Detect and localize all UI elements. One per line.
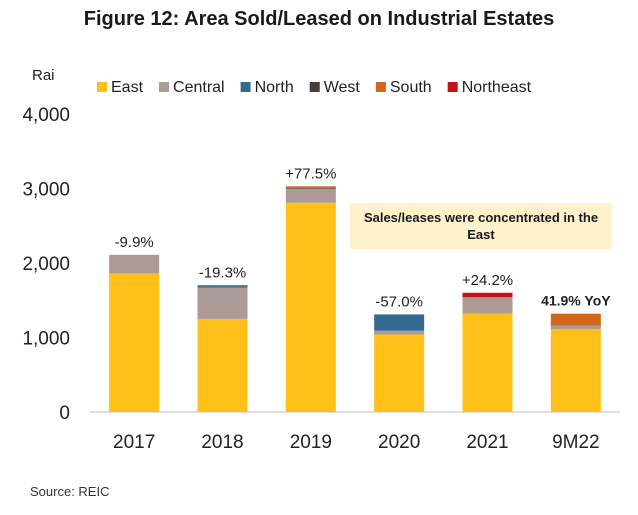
growth-label-2020: -57.0% (375, 293, 423, 310)
bar-segment-south-9m22 (550, 313, 601, 326)
x-tick-label: 2018 (201, 432, 243, 453)
bar-segment-central-2020 (374, 330, 425, 335)
legend-swatch-west (309, 82, 320, 92)
bar-segment-central-2019 (285, 188, 336, 203)
x-tick-label: 2020 (378, 432, 420, 453)
legend-swatch-northeast (447, 82, 458, 92)
annotations: -9.9% -19.3% +77.5% -57.0% +24.2% 41.9% YoY (115, 165, 612, 310)
bar-segment-central-2017 (109, 254, 160, 274)
y-tick-label: 0 (59, 403, 70, 424)
x-tick-label: 2019 (290, 432, 332, 453)
legend-label-northeast: Northeast (462, 79, 532, 96)
legend: East Central North West South Northeast (97, 79, 532, 96)
legend-label-central: Central (173, 79, 225, 96)
y-tick-label: 3,000 (22, 180, 70, 201)
bar-segment-central-2018 (197, 287, 248, 319)
legend-label-east: East (111, 79, 144, 96)
legend-swatch-central (159, 82, 170, 92)
bar-segment-east-2019 (285, 202, 336, 412)
legend-swatch-north (240, 82, 251, 92)
x-tick-label: 9M22 (552, 432, 600, 453)
bar-segment-south-2019 (285, 186, 336, 188)
legend-label-west: West (324, 79, 361, 96)
x-tick-label: 2021 (466, 432, 508, 453)
legend-swatch-east (97, 82, 107, 92)
growth-label-2018: -19.3% (199, 264, 247, 281)
legend-label-south: South (390, 79, 432, 96)
bar-segment-east-9m22 (550, 329, 601, 412)
legend-swatch-south (375, 82, 386, 92)
bar-segment-north-2018 (197, 286, 248, 288)
bar-segment-east-2020 (374, 334, 425, 412)
callout-box: Sales/leases were concentrated in the Ea… (350, 203, 612, 249)
y-tick-label: 1,000 (22, 329, 70, 350)
bar-segment-northeast-2021 (462, 292, 513, 298)
bar-segment-east-2017 (109, 273, 160, 412)
source-note: Source: REIC (30, 484, 110, 499)
x-tick-label: 2017 (113, 432, 155, 453)
y-axis: Rai 0 1,000 2,000 3,000 4,000 (22, 67, 70, 424)
x-axis: 2017 2018 2019 2020 2021 9M22 (90, 411, 620, 453)
legend-label-north: North (255, 79, 294, 96)
y-tick-label: 2,000 (22, 254, 70, 275)
bar-segment-north-2020 (374, 314, 425, 331)
bar-segment-east-2021 (462, 313, 513, 412)
growth-label-2019: +77.5% (285, 165, 336, 182)
y-axis-label: Rai (32, 67, 55, 84)
growth-label-2017: -9.9% (115, 234, 154, 251)
bar-segment-west-2018 (197, 285, 248, 287)
bar-segment-central-2021 (462, 297, 513, 314)
chart-title: Figure 12: Area Sold/Leased on Industria… (83, 8, 555, 30)
bar-segment-west-2019 (285, 187, 336, 189)
growth-label-2021: +24.2% (462, 272, 513, 289)
bar-segment-east-2018 (197, 318, 248, 412)
growth-label-9m22: 41.9% YoY (541, 293, 611, 309)
y-tick-label: 4,000 (22, 105, 70, 126)
bar-segment-central-9m22 (550, 325, 601, 330)
bars (109, 186, 601, 412)
